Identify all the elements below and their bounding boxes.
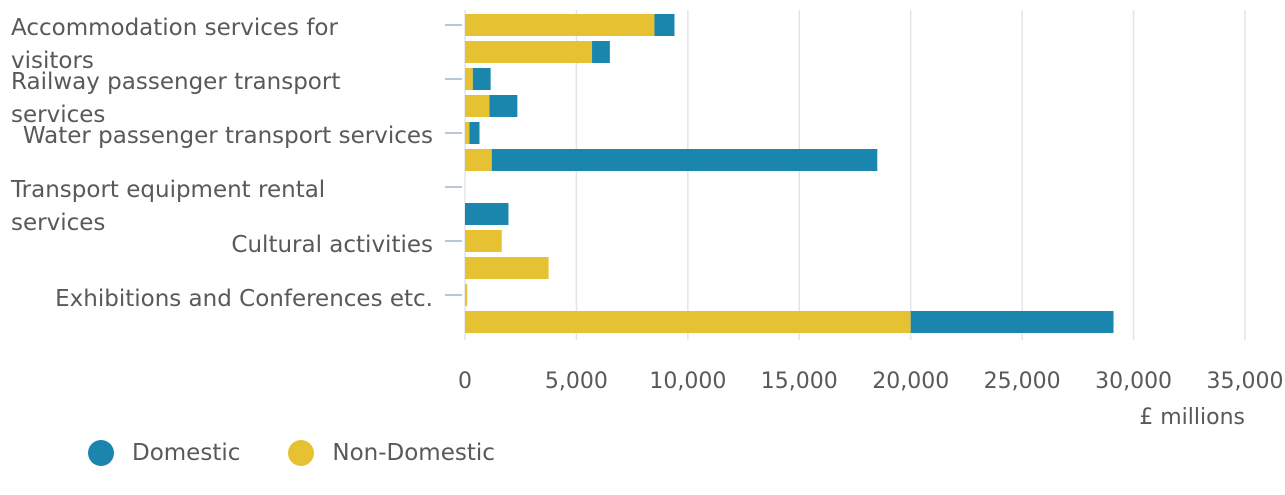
x-tick-label: 30,000	[1095, 369, 1172, 394]
x-tick-label: 20,000	[872, 369, 949, 394]
x-tick-label: 35,000	[1207, 369, 1284, 394]
bar-domestic	[465, 203, 509, 225]
category-label-0: Accommodation services for visitors	[11, 15, 338, 74]
legend-label-non-domestic: Non-Domestic	[332, 440, 495, 466]
bar-domestic	[469, 122, 480, 144]
bar-non-domestic	[465, 95, 490, 117]
bar-non-domestic	[465, 122, 470, 144]
bar-domestic	[592, 41, 610, 63]
bar-non-domestic	[465, 230, 502, 252]
bar-non-domestic	[465, 41, 593, 63]
bar-domestic	[654, 14, 675, 36]
bar-domestic	[910, 311, 1114, 333]
chart-plot: 0 5,000 10,000 15,000 20,000 25,000 30,000 35,0…	[445, 10, 1284, 394]
x-tick-label: 10,000	[649, 369, 726, 394]
category-label-1: Railway passenger transport services	[11, 69, 341, 128]
x-tick-label: 5,000	[545, 369, 608, 394]
category-label-2: Water passenger transport services	[22, 123, 433, 149]
bar-non-domestic	[465, 68, 473, 90]
bar-non-domestic	[465, 149, 492, 171]
category-label-5: Exhibitions and Conferences etc.	[55, 286, 433, 312]
legend-swatch-domestic	[88, 440, 114, 466]
category-label-3: Transport equipment rental services	[11, 177, 326, 236]
legend-item-non-domestic[interactable]: Non-Domestic	[288, 440, 495, 466]
legend-item-domestic[interactable]: Domestic	[88, 440, 240, 466]
legend: Domestic Non-Domestic	[88, 440, 543, 466]
bar-non-domestic	[465, 311, 911, 333]
x-axis-unit-label: £ millions	[1139, 405, 1245, 430]
category-label-4: Cultural activities	[231, 232, 433, 258]
bar-domestic	[472, 68, 491, 90]
x-tick-label: 25,000	[984, 369, 1061, 394]
bar-non-domestic	[465, 257, 549, 279]
bar-domestic	[491, 149, 878, 171]
bar-non-domestic	[465, 14, 655, 36]
x-tick-label: 15,000	[761, 369, 838, 394]
bar-non-domestic	[465, 284, 468, 306]
x-tick-label: 0	[458, 369, 472, 394]
legend-swatch-non-domestic	[288, 440, 315, 466]
bar-domestic	[489, 95, 518, 117]
legend-label-domestic: Domestic	[132, 440, 241, 466]
